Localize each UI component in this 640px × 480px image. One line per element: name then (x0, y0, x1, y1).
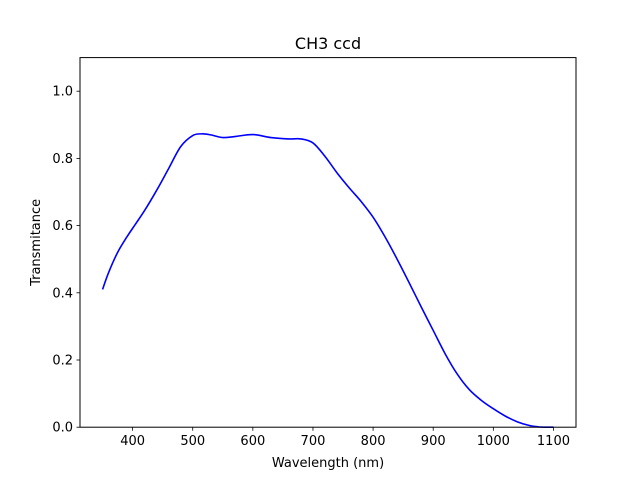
y-tick-label: 0.6 (52, 219, 73, 234)
x-tick-label: 1100 (537, 434, 570, 449)
x-tick-label: 500 (180, 434, 205, 449)
transmitance-series-line (101, 133, 554, 429)
x-axis: 400 500 600 700 800 900 1000 1100 (120, 427, 570, 449)
y-tick-label: 0.4 (52, 286, 73, 301)
x-tick-label: 400 (120, 434, 145, 449)
x-tick-label: 700 (301, 434, 326, 449)
chart-title: CH3 ccd (295, 34, 361, 53)
y-axis: 0.0 0.2 0.4 0.6 0.8 1.0 (52, 85, 80, 436)
x-tick-label: 600 (240, 434, 265, 449)
y-tick-label: 0.0 (52, 421, 73, 436)
x-tick-label: 900 (421, 434, 446, 449)
plot-area (101, 133, 554, 429)
y-tick-label: 0.8 (52, 152, 73, 167)
y-tick-label: 1.0 (52, 85, 73, 100)
plot-frame (79, 57, 577, 428)
x-axis-label: Wavelength (nm) (272, 456, 384, 471)
y-tick-label: 0.2 (52, 354, 73, 369)
x-tick-label: 800 (361, 434, 386, 449)
x-tick-label: 1000 (477, 434, 510, 449)
y-axis-label: Transmitance (29, 199, 44, 287)
